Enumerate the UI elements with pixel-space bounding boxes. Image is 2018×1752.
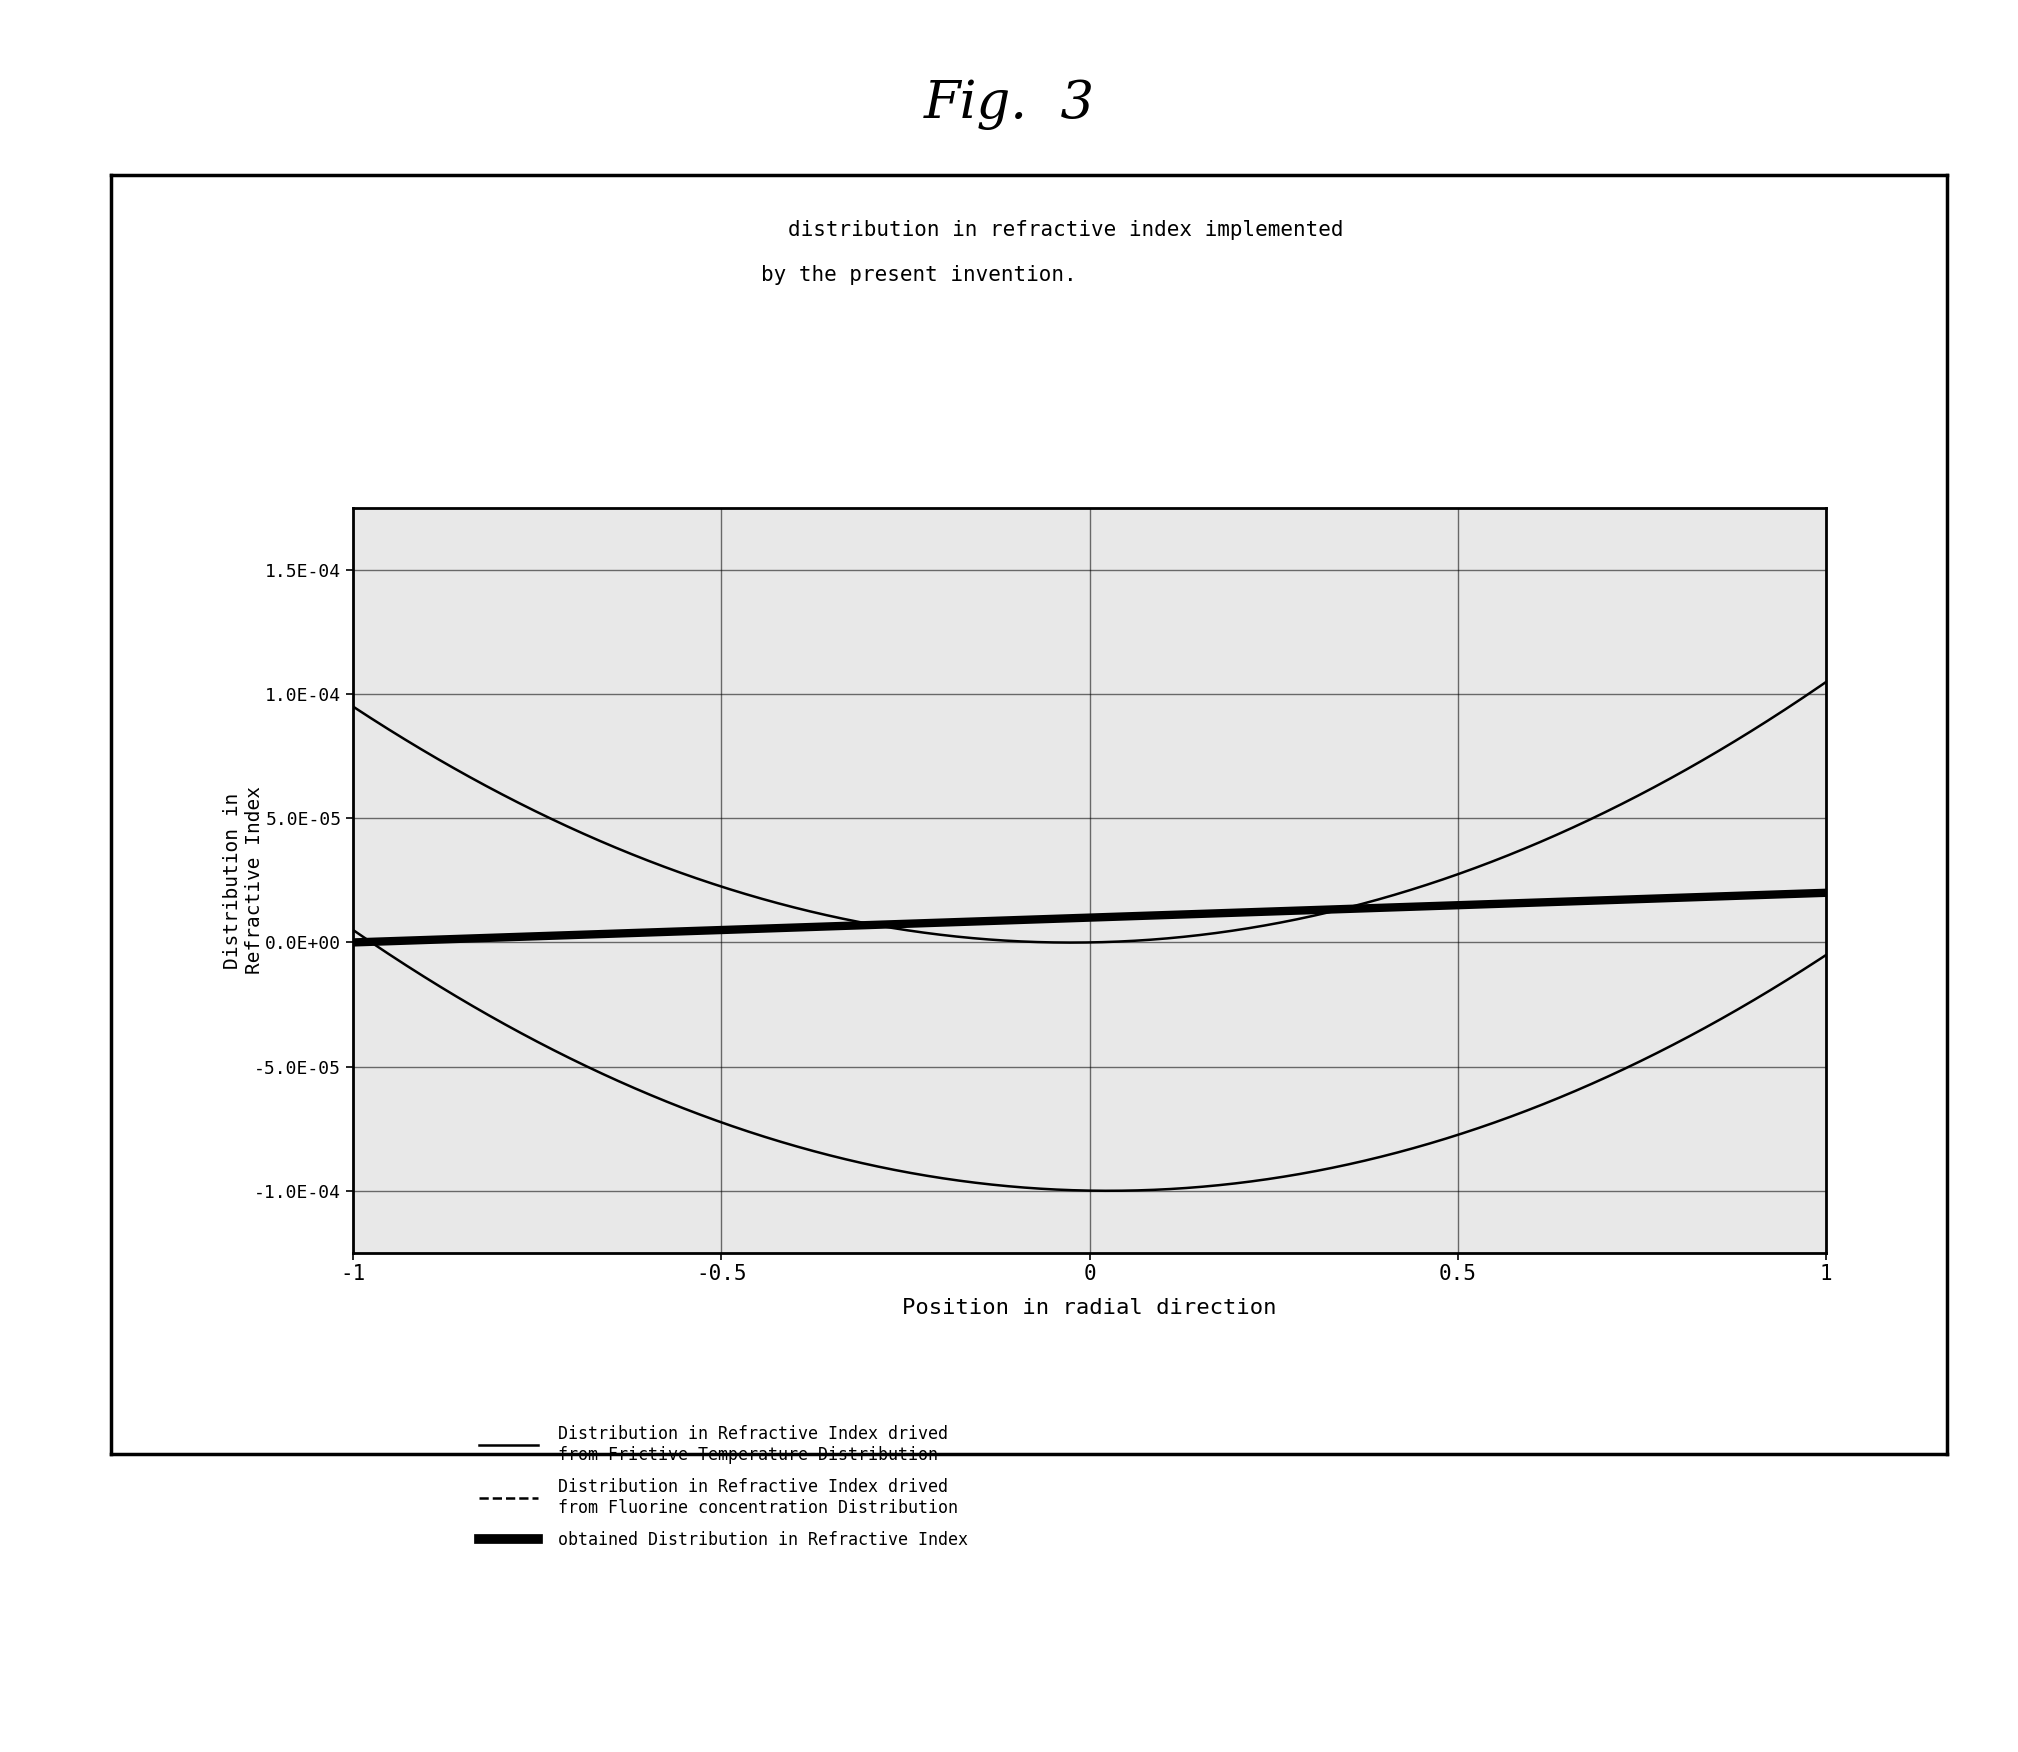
Text: distribution in refractive index implemented: distribution in refractive index impleme… — [789, 221, 1344, 240]
Legend: Distribution in Refractive Index drived
from Frictive Temperature Distribution, : Distribution in Refractive Index drived … — [480, 1424, 969, 1549]
Text: Fig.  3: Fig. 3 — [924, 79, 1094, 130]
X-axis label: Position in radial direction: Position in radial direction — [902, 1298, 1277, 1318]
Text: by the present invention.: by the present invention. — [761, 265, 1078, 286]
Y-axis label: Distribution in
Refractive Index: Distribution in Refractive Index — [222, 787, 264, 974]
